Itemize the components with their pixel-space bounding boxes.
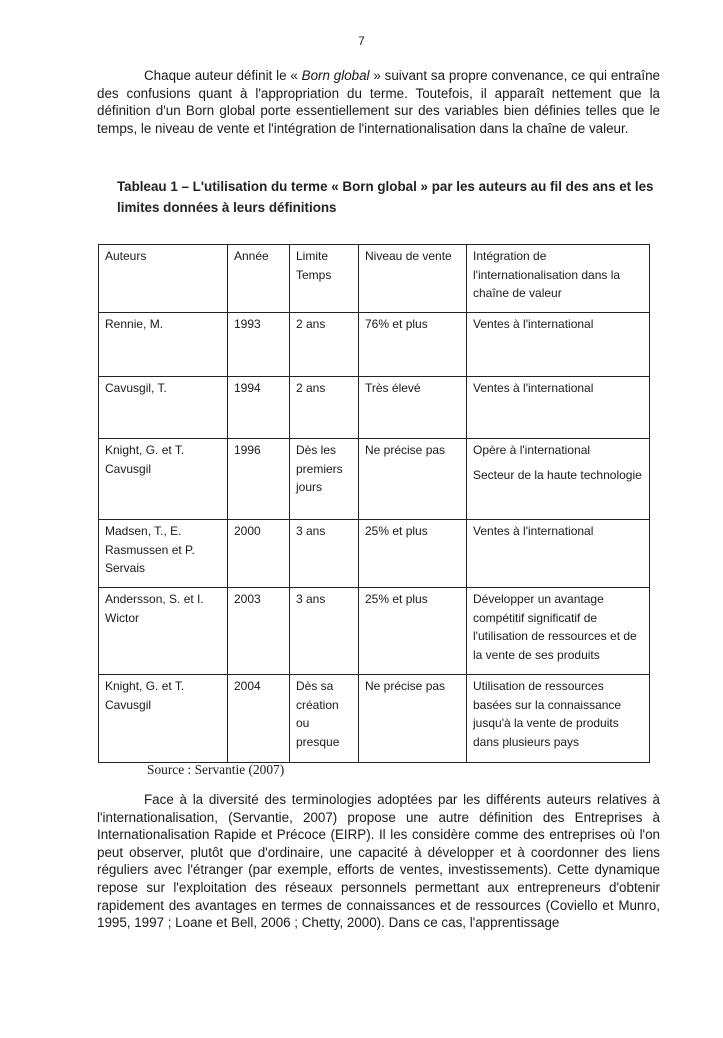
table-cell: Ventes à l'international: [466, 519, 650, 588]
paragraph-1-text: Chaque auteur définit le «: [144, 68, 302, 83]
header-cell: Intégration de l'internationalisation da…: [466, 244, 650, 313]
table-header-row: Auteurs Année Limite Temps Niveau de ven…: [98, 244, 650, 313]
paragraph-1-italic: Born global: [301, 68, 370, 83]
header-cell: Limite Temps: [289, 244, 359, 313]
table-cell: 2003: [227, 587, 290, 675]
table-cell: Dès les premiers jours: [289, 438, 359, 520]
table-cell: Madsen, T., E. Rasmussen et P. Servais: [98, 519, 228, 588]
table-cell: 3 ans: [289, 587, 359, 675]
table-cell: Cavusgil, T.: [98, 376, 228, 439]
table-cell: 1994: [227, 376, 290, 439]
cell-line: Secteur de la haute technologie: [473, 467, 642, 482]
table-cell: Dès sa création ou presque: [289, 674, 359, 763]
table-cell: 76% et plus: [358, 312, 467, 377]
table-cell: 2 ans: [289, 312, 359, 377]
table-cell: Ne précise pas: [358, 674, 467, 763]
born-global-table: Auteurs Année Limite Temps Niveau de ven…: [98, 244, 650, 763]
table-cell: Ne précise pas: [358, 438, 467, 520]
table-row: Andersson, S. et I. Wictor 2003 3 ans 25…: [98, 587, 650, 675]
paragraph-2: Face à la diversité des terminologies ad…: [97, 791, 660, 932]
table-cell: Développer un avantage compétitif signif…: [466, 587, 650, 675]
table-cell: 2004: [227, 674, 290, 763]
table-cell: Andersson, S. et I. Wictor: [98, 587, 228, 675]
table-cell: Ventes à l'international: [466, 312, 650, 377]
header-cell: Année: [227, 244, 290, 313]
table-cell: Ventes à l'international: [466, 376, 650, 439]
table-row: Knight, G. et T. Cavusgil 2004 Dès sa cr…: [98, 674, 650, 763]
table-cell: Knight, G. et T. Cavusgil: [98, 438, 228, 520]
table-row: Cavusgil, T. 1994 2 ans Très élevé Vente…: [98, 376, 650, 439]
table-cell: Knight, G. et T. Cavusgil: [98, 674, 228, 763]
table-cell: 25% et plus: [358, 587, 467, 675]
table-title: Tableau 1 – L'utilisation du terme « Bor…: [117, 179, 654, 215]
table-cell: 1993: [227, 312, 290, 377]
table-cell: 1996: [227, 438, 290, 520]
header-cell: Niveau de vente: [358, 244, 467, 313]
paragraph-2-text: Face à la diversité des terminologies ad…: [97, 792, 660, 931]
page-number: 7: [358, 34, 365, 48]
paragraph-1-text-end: » suivant sa propre convenance, ce qui e…: [97, 68, 660, 136]
cell-line: Opère à l'international: [473, 443, 591, 457]
table-cell: 2000: [227, 519, 290, 588]
table-cell: Rennie, M.: [98, 312, 228, 377]
table-row: Knight, G. et T. Cavusgil 1996 Dès les p…: [98, 438, 650, 520]
table-cell: 3 ans: [289, 519, 359, 588]
table-cell: Très élevé: [358, 376, 467, 439]
table-cell: 25% et plus: [358, 519, 467, 588]
table-cell: 2 ans: [289, 376, 359, 439]
paragraph-1: Chaque auteur définit le « Born global »…: [97, 67, 660, 137]
table-row: Rennie, M. 1993 2 ans 76% et plus Ventes…: [98, 312, 650, 377]
header-cell: Auteurs: [98, 244, 228, 313]
table-cell: Utilisation de ressources basées sur la …: [466, 674, 650, 763]
table-row: Madsen, T., E. Rasmussen et P. Servais 2…: [98, 519, 650, 588]
table-cell: Opère à l'international Secteur de la hau…: [466, 438, 650, 520]
table-source: Source : Servantie (2007): [147, 762, 285, 777]
